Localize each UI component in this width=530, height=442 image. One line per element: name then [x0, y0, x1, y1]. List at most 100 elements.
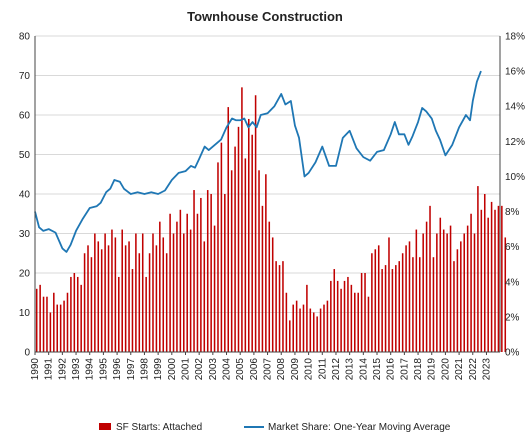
bar-107	[401, 253, 404, 352]
x-tick-2010: 2010	[304, 358, 315, 381]
bar-56	[227, 107, 230, 352]
bar-60	[241, 87, 243, 352]
x-tick-1995: 1995	[98, 358, 109, 381]
x-tick-2023: 2023	[481, 358, 492, 381]
bar-120	[446, 233, 448, 352]
bar-26	[124, 245, 127, 352]
right-tick-3: 6%	[505, 242, 520, 253]
bar-49	[203, 241, 206, 352]
bar-0	[35, 288, 38, 352]
bar-80	[309, 308, 312, 352]
bar-63	[251, 134, 253, 352]
bar-111	[415, 229, 418, 352]
x-tick-2014: 2014	[358, 358, 369, 381]
right-axis-ticks: 0% 2% 4% 6% 8% 10% 12% 14% 16% 18%	[505, 32, 525, 359]
bar-81	[312, 312, 315, 352]
bar-21	[107, 245, 110, 352]
bar-110	[412, 257, 414, 352]
left-tick-30: 30	[19, 229, 31, 240]
x-tick-2022: 2022	[468, 358, 479, 381]
bar-123	[456, 249, 459, 352]
x-tick-1996: 1996	[112, 358, 123, 381]
bar-42	[179, 209, 182, 352]
bar-128	[473, 233, 476, 352]
right-tick-1: 2%	[505, 312, 520, 323]
left-tick-70: 70	[19, 71, 31, 82]
bar-96	[364, 273, 366, 352]
x-tick-2013: 2013	[345, 358, 356, 381]
chart-title: Townhouse Construction	[187, 9, 343, 24]
x-tick-2018: 2018	[413, 358, 424, 381]
bar-73	[285, 292, 288, 352]
x-tick-2008: 2008	[276, 358, 287, 381]
bar-122	[453, 261, 455, 352]
legend-swatch-bar	[99, 423, 111, 430]
bar-46	[193, 190, 195, 352]
bar-41	[176, 221, 178, 352]
left-axis-ticks: 0 10 20 30 40 50 60 70 80	[19, 32, 31, 359]
bar-71	[278, 265, 281, 352]
bar-13	[80, 284, 82, 352]
x-tick-1994: 1994	[85, 358, 96, 381]
bar-10	[70, 276, 72, 352]
bar-59	[237, 126, 240, 352]
right-tick-9: 18%	[505, 32, 525, 43]
x-tick-2002: 2002	[194, 358, 205, 381]
bar-44	[186, 213, 188, 352]
bar-116	[432, 257, 435, 352]
x-tick-2017: 2017	[399, 358, 410, 381]
bar-77	[299, 308, 301, 352]
x-tick-1999: 1999	[153, 358, 164, 381]
bar-4	[49, 312, 52, 352]
bar-83	[319, 308, 322, 352]
right-tick-4: 8%	[505, 207, 520, 218]
x-tick-2009: 2009	[290, 358, 301, 381]
bar-43	[183, 233, 185, 352]
bar-48	[200, 197, 202, 352]
bar-40	[172, 233, 175, 352]
bar-65	[258, 170, 260, 352]
bar-28	[131, 269, 134, 352]
right-tick-0: 0%	[505, 348, 520, 359]
right-tick-8: 16%	[505, 67, 525, 78]
bar-11	[73, 273, 76, 352]
bar-67	[265, 174, 267, 352]
x-tick-2000: 2000	[167, 358, 178, 381]
bar-69	[271, 237, 274, 352]
bar-3	[46, 296, 48, 352]
bar-31	[141, 233, 144, 352]
x-tick-2005: 2005	[235, 358, 246, 381]
bar-58	[234, 146, 236, 352]
bar-76	[295, 300, 298, 352]
bar-127	[470, 213, 472, 352]
bar-8	[63, 300, 65, 352]
bar-32	[145, 276, 147, 352]
bar-34	[152, 233, 154, 352]
x-tick-2001: 2001	[180, 358, 191, 381]
bar-97	[367, 296, 370, 352]
x-tick-1992: 1992	[57, 358, 68, 381]
bar-2	[42, 296, 45, 352]
bar-133	[490, 201, 493, 352]
bar-39	[169, 213, 171, 352]
bar-132	[487, 217, 489, 352]
bar-105	[395, 265, 397, 352]
bar-19	[100, 249, 103, 352]
bar-86	[330, 280, 332, 352]
x-axis-ticks: 1990 1991 1992 1993 1994 1995 1996 1997 1998 1999…	[30, 352, 492, 380]
bar-14	[83, 253, 86, 352]
bar-57	[230, 170, 233, 352]
bar-51	[210, 194, 212, 352]
x-tick-1991: 1991	[44, 358, 55, 381]
x-tick-2004: 2004	[222, 358, 233, 381]
bar-125	[463, 233, 465, 352]
right-tick-7: 14%	[505, 102, 525, 113]
bar-100	[377, 245, 380, 352]
bar-98	[371, 253, 373, 352]
x-tick-2011: 2011	[317, 358, 328, 380]
bar-126	[466, 225, 469, 352]
bar-113	[422, 233, 424, 352]
bar-114	[425, 221, 428, 352]
bar-135	[497, 205, 500, 352]
